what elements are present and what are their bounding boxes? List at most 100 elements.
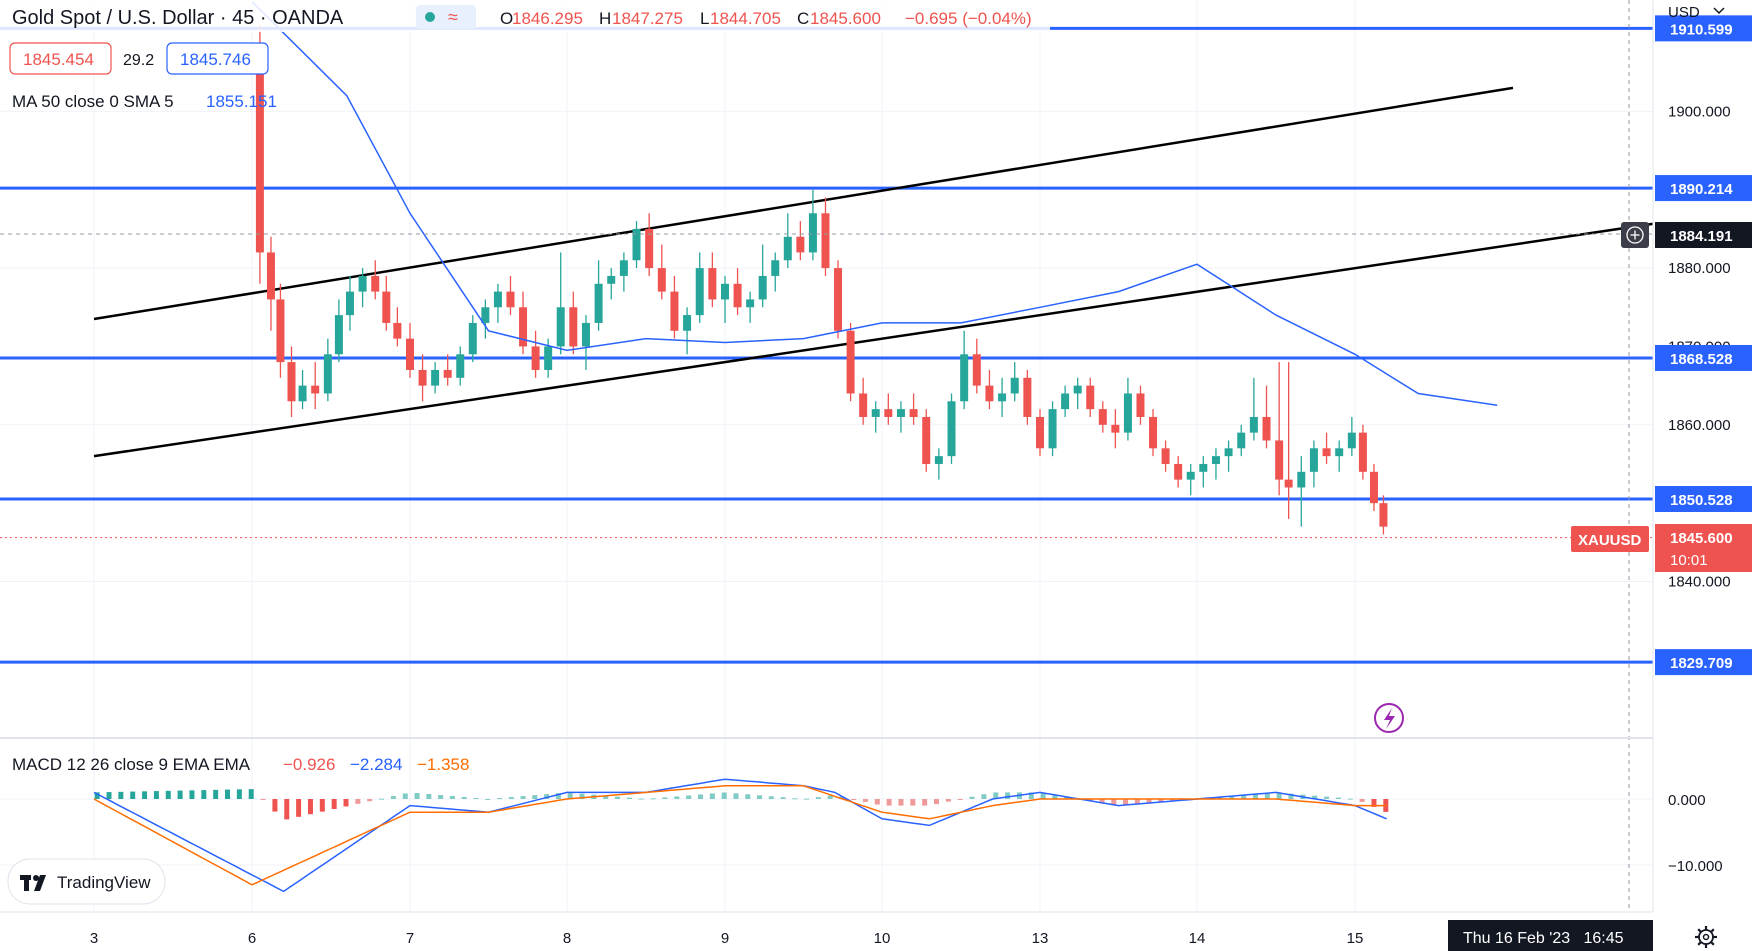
candle-body: [1275, 440, 1284, 480]
candle-body: [960, 354, 969, 402]
plus-circle-icon[interactable]: [1626, 226, 1644, 244]
macd-hist-bar: [698, 794, 704, 799]
candle-body: [1123, 393, 1132, 433]
candle-body: [607, 275, 616, 284]
macd-hist-bar: [993, 792, 999, 799]
macd-hist-bar: [390, 796, 396, 799]
time-tick: 14: [1189, 930, 1206, 947]
macd-legend-label[interactable]: MACD 12 26 close 9 EMA EMA: [12, 755, 251, 774]
candle-body: [556, 307, 565, 347]
price-axis[interactable]: [1653, 0, 1752, 912]
trend-channel[interactable]: [93, 86, 1751, 458]
candle-body: [1335, 448, 1344, 457]
candle-body: [311, 385, 320, 394]
horizontal-levels[interactable]: [0, 26, 1653, 664]
high-value: 1847.275: [612, 9, 683, 28]
symbol-title[interactable]: Gold Spot / U.S. Dollar · 45 · OANDA: [12, 7, 344, 29]
macd-hist-bar: [236, 789, 242, 799]
macd-hist-bar: [532, 795, 538, 799]
candle-body: [985, 385, 994, 402]
candle-body: [796, 236, 805, 253]
macd-hist-bar: [815, 797, 821, 799]
branding-badge[interactable]: [7, 858, 166, 905]
bid-price: 1845.454: [23, 50, 94, 69]
candle-body: [1073, 385, 1082, 394]
time-tick: 13: [1032, 930, 1049, 947]
macd-hist-bar: [768, 796, 774, 799]
sell-button[interactable]: [9, 42, 112, 75]
close-value: 1845.600: [810, 9, 881, 28]
candle-body: [1369, 471, 1378, 504]
candle-body: [645, 228, 654, 269]
candle-body: [1186, 471, 1195, 480]
macd-hist-bar: [248, 789, 254, 799]
macd-hist-bar: [1229, 796, 1235, 799]
candle-body: [1262, 416, 1271, 441]
level-tag: [1655, 344, 1752, 371]
candle-body: [884, 409, 893, 417]
macd-hist-bar: [898, 799, 904, 806]
lightning-icon[interactable]: [1374, 703, 1404, 733]
candle-body: [1249, 416, 1258, 433]
candle-body: [334, 315, 343, 355]
macd-hist-bar: [745, 794, 751, 799]
macd-hist-bar: [567, 792, 573, 799]
symbol-tag: [1571, 526, 1649, 552]
candle-body: [1379, 503, 1388, 527]
compare-button[interactable]: [416, 5, 476, 29]
candle-body: [1010, 377, 1019, 394]
macd-hist-bar: [520, 796, 526, 799]
candle-body: [1061, 393, 1070, 410]
symbol-tag-label: XAUUSD: [1578, 532, 1642, 549]
macd-hist-bar: [1134, 799, 1140, 805]
macd-hist-bar: [426, 793, 432, 799]
candle-body: [506, 291, 515, 308]
candle-body: [544, 346, 553, 370]
macd-hist-bar: [449, 795, 455, 799]
macd-value: −2.284: [350, 755, 402, 774]
candle-body: [871, 409, 880, 417]
candle-body: [632, 228, 641, 261]
candle-body: [519, 307, 528, 347]
macd-hist-bar: [1276, 792, 1282, 799]
macd-hist-bar: [307, 799, 313, 815]
macd-hist-bar: [1252, 794, 1258, 799]
chevron-down-icon[interactable]: [1713, 7, 1725, 15]
macd-hist-bar: [709, 793, 715, 799]
low-label: L: [700, 9, 709, 28]
macd-hist-bar: [165, 790, 171, 799]
candle-body: [670, 291, 679, 331]
price-tick: 1860.000: [1668, 417, 1731, 434]
macd-hist-bar: [284, 799, 290, 820]
time-tick: 7: [406, 930, 414, 947]
candle-body: [896, 409, 905, 417]
macd-hist-bar: [331, 799, 337, 810]
macd-hist-bar: [189, 790, 195, 799]
candle-body: [859, 393, 868, 417]
macd-hist-bar: [1158, 799, 1164, 803]
candle-body: [276, 299, 285, 363]
signal-line: [93, 785, 1387, 886]
buy-button[interactable]: [166, 42, 269, 75]
macd-hist-bar: [1005, 792, 1011, 799]
level-tag: [1655, 15, 1752, 42]
ma-legend-label[interactable]: MA 50 close 0 SMA 5: [12, 92, 174, 111]
market-status-icon[interactable]: [425, 12, 435, 22]
macd-hist-bar: [1146, 799, 1152, 804]
macd-tick-zero: 0.000: [1668, 792, 1706, 809]
macd-hist-bar: [118, 791, 124, 799]
candle-body: [1322, 448, 1331, 457]
level-tags[interactable]: 1910.599 1890.214 1868.528 1850.528 1829.709: [1655, 15, 1752, 676]
macd-hist-bar: [1087, 799, 1093, 801]
level-tag: [1655, 649, 1752, 676]
currency-label[interactable]: USD: [1668, 4, 1700, 21]
macd-hist-bar: [142, 791, 148, 799]
gear-icon[interactable]: [1695, 926, 1717, 948]
macd-hist-bar: [296, 799, 302, 817]
candle-body: [657, 268, 666, 292]
candle-body: [531, 346, 540, 370]
spread-value: 29.2: [123, 52, 154, 69]
macd-hist-bar: [733, 793, 739, 799]
compare-icon[interactable]: ≈: [448, 7, 458, 27]
